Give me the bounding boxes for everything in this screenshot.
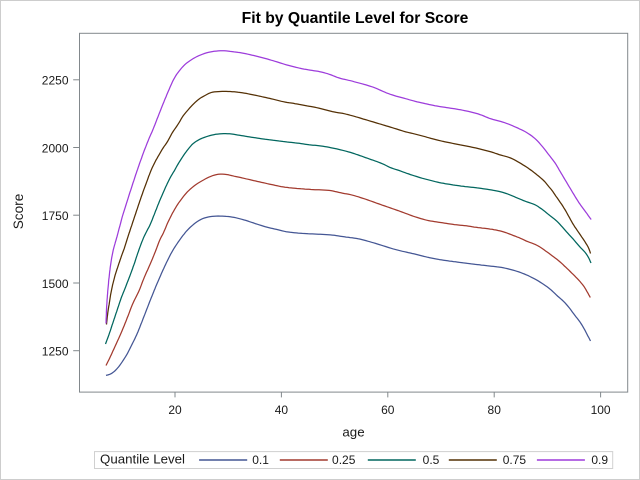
svg-text:1750: 1750 bbox=[42, 209, 69, 223]
svg-text:20: 20 bbox=[168, 403, 182, 417]
svg-text:0.5: 0.5 bbox=[423, 453, 440, 467]
svg-text:40: 40 bbox=[275, 403, 289, 417]
svg-text:100: 100 bbox=[591, 403, 611, 417]
svg-text:Quantile Level: Quantile Level bbox=[100, 451, 185, 466]
svg-text:Score: Score bbox=[11, 194, 26, 230]
svg-text:Fit by Quantile Level for Scor: Fit by Quantile Level for Score bbox=[242, 10, 469, 27]
svg-text:0.1: 0.1 bbox=[252, 453, 269, 467]
svg-text:1250: 1250 bbox=[42, 345, 69, 359]
svg-text:2000: 2000 bbox=[42, 141, 69, 155]
svg-text:0.9: 0.9 bbox=[591, 453, 608, 467]
svg-text:60: 60 bbox=[381, 403, 395, 417]
svg-text:age: age bbox=[342, 424, 364, 439]
svg-text:80: 80 bbox=[488, 403, 502, 417]
svg-text:2250: 2250 bbox=[42, 74, 69, 88]
svg-text:0.75: 0.75 bbox=[503, 453, 527, 467]
svg-text:1500: 1500 bbox=[42, 277, 69, 291]
svg-text:0.25: 0.25 bbox=[332, 453, 356, 467]
